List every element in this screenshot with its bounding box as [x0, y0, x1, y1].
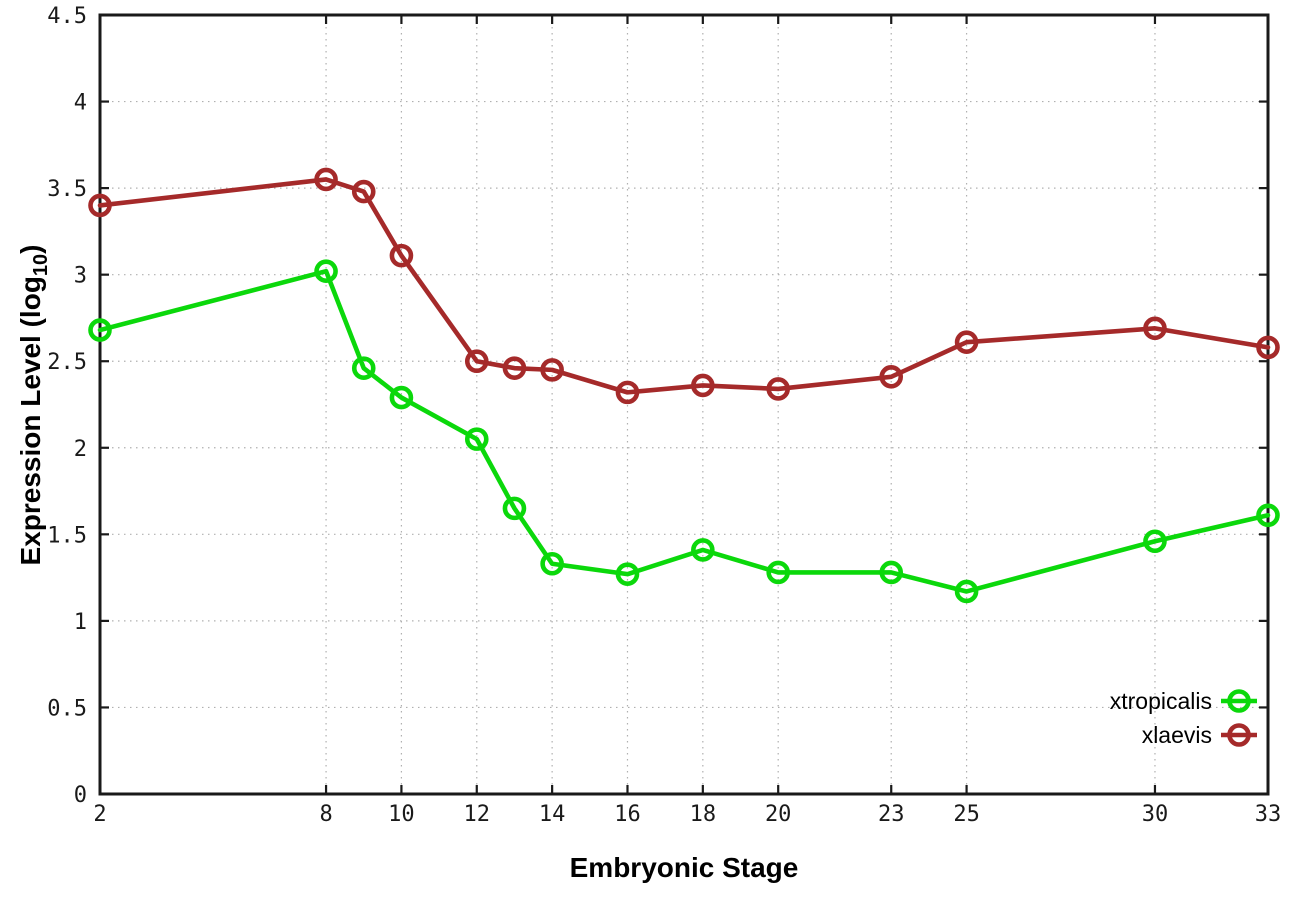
series-xtropicalis [88, 259, 1280, 604]
y-tick-label: 2 [74, 437, 87, 462]
data-point-xtropicalis [615, 562, 640, 586]
x-tick-label: 8 [319, 802, 332, 827]
y-tick-label: 4 [74, 91, 87, 116]
data-point-xlaevis [540, 358, 564, 382]
y-axis-title: Expression Level (log10) [15, 245, 52, 566]
x-tick-label: 16 [614, 802, 641, 827]
series-line-xtropicalis [97, 268, 1271, 594]
legend-label-xlaevis: xlaevis [1142, 722, 1212, 748]
data-point-xtropicalis [1143, 529, 1167, 554]
x-tick-label: 18 [690, 802, 717, 827]
x-tick-label: 2 [93, 802, 106, 827]
data-point-xlaevis [879, 365, 904, 389]
series-line-xlaevis [97, 177, 1271, 395]
plot-border [98, 13, 1270, 796]
data-point-xlaevis [351, 179, 376, 204]
data-point-xlaevis [389, 243, 414, 268]
data-point-xlaevis [615, 380, 640, 405]
data-point-xtropicalis [691, 538, 715, 562]
data-point-xtropicalis [389, 385, 414, 410]
data-point-xlaevis [1143, 316, 1167, 341]
data-point-xtropicalis [1256, 503, 1280, 528]
data-point-xtropicalis [954, 579, 979, 604]
x-tick-label: 25 [953, 802, 980, 827]
y-tick-label: 2.5 [47, 350, 87, 375]
y-tick-label: 1 [74, 610, 87, 635]
y-tick-label: 1.5 [47, 523, 87, 548]
x-tick-label: 20 [765, 802, 792, 827]
data-point-xlaevis [314, 167, 338, 192]
x-tick-label: 23 [878, 802, 905, 827]
tick-labels: 2 8 10 12 14 16 18 20 23 25 30 33 0 0.5 1 1.5 2 2.5 3 3.5 4 4… [47, 4, 1281, 827]
data-point-xtropicalis [879, 560, 904, 585]
y-tick-label: 0 [74, 783, 87, 808]
data-point-xlaevis [1256, 335, 1280, 360]
data-point-xtropicalis [540, 551, 564, 576]
x-tick-label: 14 [539, 802, 566, 827]
grid [100, 15, 1268, 794]
data-point-xlaevis [464, 349, 489, 374]
y-tick-label: 4.5 [47, 4, 87, 29]
x-tick-label: 33 [1255, 802, 1282, 827]
x-tick-label: 30 [1142, 802, 1169, 827]
data-point-xtropicalis [502, 496, 527, 521]
legend-label-xtropicalis: xtropicalis [1110, 688, 1212, 714]
series-xlaevis [88, 167, 1280, 405]
x-tick-label: 10 [388, 802, 415, 827]
data-point-xtropicalis [351, 356, 376, 380]
y-tick-label: 3.5 [47, 177, 87, 202]
data-point-xtropicalis [88, 318, 112, 342]
data-point-xtropicalis [314, 259, 338, 284]
data-point-xtropicalis [766, 560, 790, 585]
data-point-xlaevis [502, 356, 527, 380]
legend: xtropicalis xlaevis [1110, 688, 1257, 748]
legend-marker-xtropicalis [1227, 689, 1251, 713]
legend-marker-xlaevis [1227, 723, 1251, 747]
y-tick-label: 3 [74, 264, 87, 289]
data-point-xlaevis [691, 373, 715, 398]
data-point-xtropicalis [464, 427, 489, 451]
x-axis-title: Embryonic Stage [570, 852, 799, 883]
x-tick-label: 12 [464, 802, 491, 827]
data-point-xlaevis [954, 330, 979, 354]
data-point-xlaevis [88, 193, 112, 218]
data-point-xlaevis [766, 377, 790, 401]
axis-ticks [98, 13, 1270, 796]
y-tick-label: 0.5 [47, 696, 87, 721]
